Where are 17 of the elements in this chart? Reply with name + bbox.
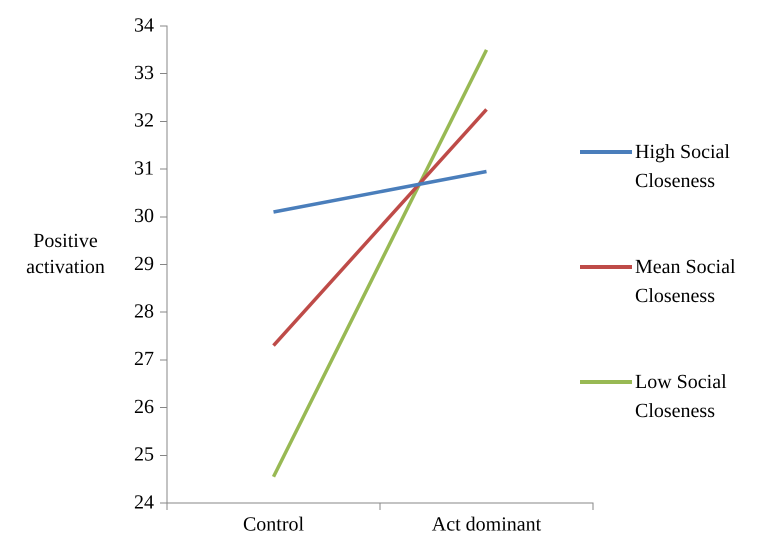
- y-tick-label: 24: [134, 491, 154, 514]
- legend-label: Low Social Closeness: [635, 370, 728, 424]
- y-tick-label: 34: [134, 14, 154, 36]
- y-tick-label: 32: [134, 110, 154, 132]
- y-tick-label: 29: [134, 252, 154, 275]
- legend-label: Mean Social Closeness: [635, 255, 737, 309]
- y-tick-label: 25: [134, 444, 154, 466]
- y-tick-label: 30: [134, 205, 154, 228]
- y-tick-label: 28: [134, 300, 154, 322]
- y-tick-label: 26: [134, 396, 154, 418]
- x-tick-label: Act dominant: [432, 513, 542, 536]
- y-tick-label: 33: [134, 62, 154, 84]
- y-tick-label: 27: [134, 348, 154, 370]
- y-tick-label: 31: [134, 157, 154, 180]
- legend-label: High Social Closeness: [635, 140, 731, 194]
- x-tick-label: Control: [242, 513, 304, 536]
- y-axis-title: Positive activation: [25, 229, 106, 280]
